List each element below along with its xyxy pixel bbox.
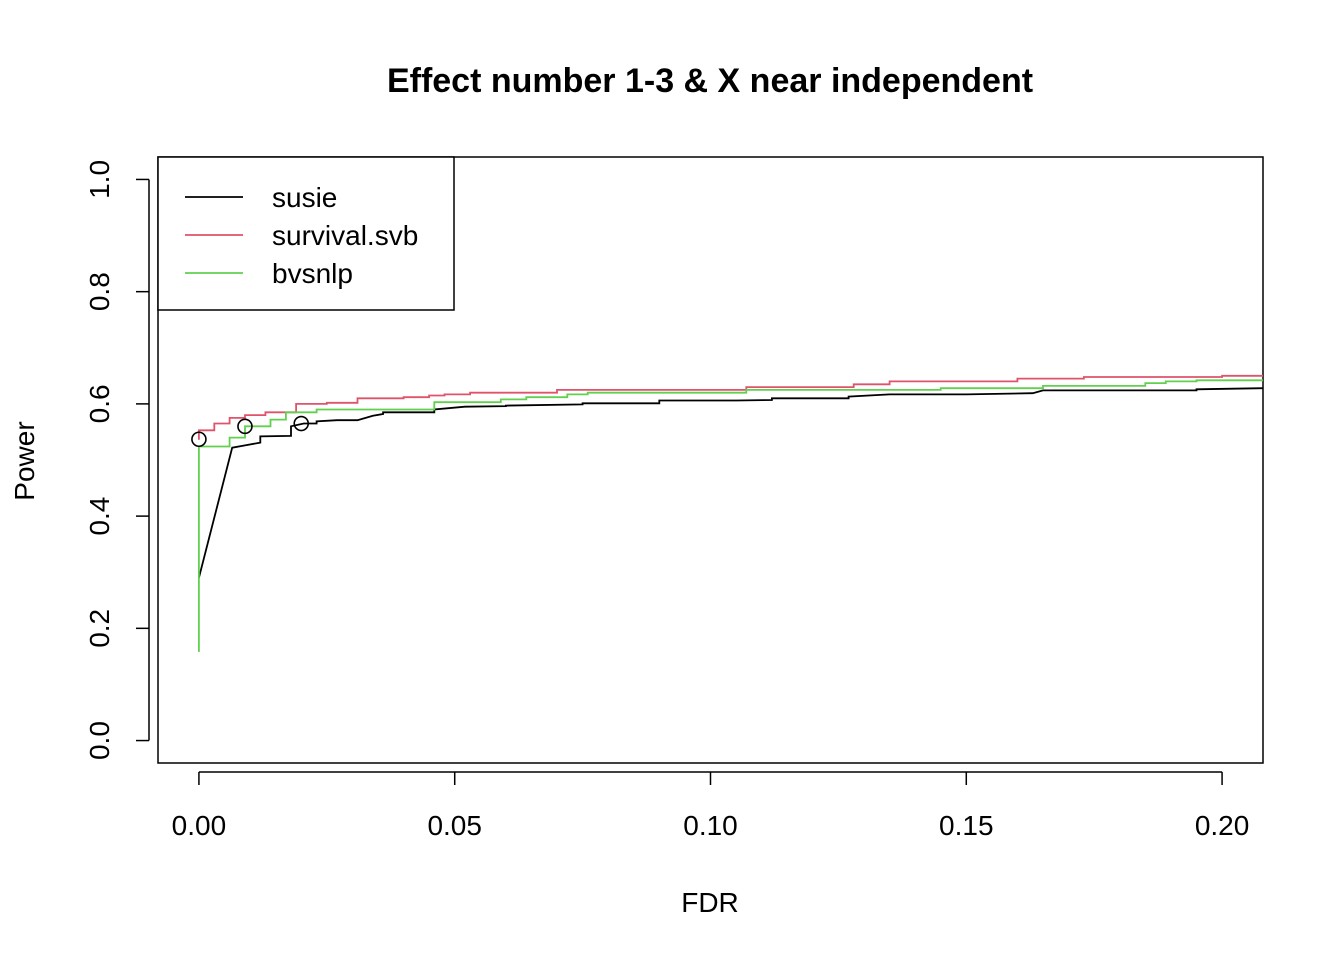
y-tick-label: 0.2 — [84, 609, 115, 648]
y-axis-label: Power — [9, 421, 40, 500]
legend-label: susie — [272, 182, 337, 213]
x-tick-label: 0.15 — [939, 810, 994, 841]
legend-item: susie — [185, 182, 337, 213]
legend-box — [157, 156, 455, 311]
chart-title: Effect number 1-3 & X near independent — [387, 62, 1033, 100]
plot-area: 0.00 0.05 0.10 0.15 0.20 0.0 0.2 0.4 0.6 0.8 1.0 su… — [84, 156, 1264, 841]
marker-point — [237, 418, 253, 435]
series-line-survival-svb — [197, 374, 1263, 440]
plot-frame — [157, 156, 1264, 764]
y-tick-label: 0.4 — [84, 497, 115, 536]
legend-label: survival.svb — [272, 220, 418, 251]
legend-item: survival.svb — [185, 220, 418, 251]
y-axis: 0.0 0.2 0.4 0.6 0.8 1.0 — [84, 160, 150, 760]
marker-point — [293, 415, 310, 432]
y-tick-label: 0.0 — [84, 721, 115, 760]
legend: susie survival.svb bvsnlp — [157, 156, 455, 311]
y-tick-label: 0.6 — [84, 384, 115, 423]
x-axis: 0.00 0.05 0.10 0.15 0.20 — [172, 771, 1250, 841]
legend-item: bvsnlp — [185, 258, 353, 289]
legend-label: bvsnlp — [272, 258, 353, 289]
marker-point — [191, 431, 207, 448]
x-tick-label: 0.00 — [172, 810, 227, 841]
series-group — [197, 374, 1263, 652]
x-tick-label: 0.20 — [1195, 810, 1250, 841]
series-line-bvsnlp — [197, 379, 1263, 652]
series-line-susie — [198, 387, 1263, 579]
y-tick-label: 1.0 — [84, 160, 115, 199]
x-tick-label: 0.10 — [683, 810, 738, 841]
x-axis-label: FDR — [681, 887, 739, 918]
x-tick-label: 0.05 — [427, 810, 482, 841]
y-tick-label: 0.8 — [84, 272, 115, 311]
